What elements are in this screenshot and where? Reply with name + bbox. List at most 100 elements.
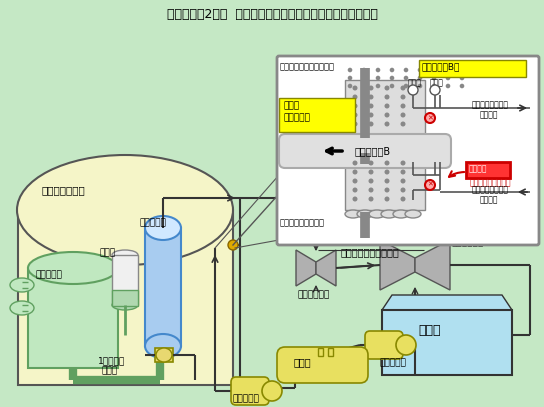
Ellipse shape: [112, 250, 138, 260]
Ellipse shape: [10, 278, 34, 292]
Circle shape: [353, 197, 357, 201]
Bar: [328, 348, 333, 356]
Text: 脱気器: 脱気器: [293, 357, 311, 367]
Bar: [112, 255, 138, 305]
FancyBboxPatch shape: [277, 347, 368, 383]
Text: プレートコイル設置図: プレートコイル設置図: [341, 247, 399, 257]
Circle shape: [385, 122, 390, 127]
Circle shape: [460, 68, 464, 72]
Ellipse shape: [381, 210, 397, 218]
Circle shape: [400, 169, 405, 175]
Circle shape: [368, 112, 374, 118]
Circle shape: [362, 84, 366, 88]
Circle shape: [368, 169, 374, 175]
Ellipse shape: [17, 155, 233, 265]
Text: ✕: ✕: [427, 115, 433, 121]
Circle shape: [353, 188, 357, 193]
Ellipse shape: [393, 210, 409, 218]
FancyBboxPatch shape: [277, 56, 539, 245]
Polygon shape: [316, 250, 336, 286]
Circle shape: [400, 179, 405, 184]
Circle shape: [425, 113, 435, 123]
Text: 原子炉補機冷却水: 原子炉補機冷却水: [472, 100, 509, 109]
Text: （出口）: （出口）: [480, 110, 498, 119]
Ellipse shape: [381, 135, 397, 143]
Circle shape: [404, 68, 409, 72]
Text: 原子炉格納容器: 原子炉格納容器: [42, 185, 86, 195]
Text: ✕: ✕: [427, 182, 433, 188]
Circle shape: [446, 84, 450, 88]
Circle shape: [425, 180, 435, 190]
Bar: [345, 155, 425, 210]
Circle shape: [353, 122, 357, 127]
Circle shape: [385, 169, 390, 175]
Text: 主蒸気管室B内: 主蒸気管室B内: [422, 62, 460, 71]
Circle shape: [385, 94, 390, 99]
Ellipse shape: [28, 252, 118, 284]
FancyBboxPatch shape: [466, 162, 510, 178]
Circle shape: [353, 169, 357, 175]
Ellipse shape: [357, 210, 373, 218]
Ellipse shape: [405, 135, 421, 143]
Bar: [345, 80, 425, 135]
Polygon shape: [382, 295, 512, 310]
Circle shape: [353, 103, 357, 109]
FancyBboxPatch shape: [279, 134, 451, 168]
Circle shape: [408, 85, 418, 95]
Circle shape: [362, 76, 366, 80]
Circle shape: [400, 160, 405, 166]
Ellipse shape: [357, 135, 373, 143]
Ellipse shape: [10, 301, 34, 315]
Circle shape: [353, 160, 357, 166]
Circle shape: [368, 179, 374, 184]
Text: 蒸気発生器: 蒸気発生器: [140, 218, 167, 227]
Ellipse shape: [396, 335, 416, 355]
Text: 外都遮へいコンクリート: 外都遮へいコンクリート: [280, 62, 335, 71]
Text: 原子炉補機冷却水: 原子炉補機冷却水: [472, 185, 509, 194]
Circle shape: [353, 85, 357, 90]
Circle shape: [385, 160, 390, 166]
Ellipse shape: [145, 216, 181, 240]
Text: 加圧器: 加圧器: [100, 248, 116, 257]
FancyBboxPatch shape: [419, 60, 526, 77]
Ellipse shape: [369, 210, 385, 218]
Bar: [112, 290, 138, 306]
Circle shape: [430, 85, 440, 95]
Polygon shape: [296, 250, 316, 286]
Circle shape: [368, 122, 374, 127]
Circle shape: [362, 68, 366, 72]
Circle shape: [390, 84, 394, 88]
Bar: [318, 348, 323, 356]
Circle shape: [460, 76, 464, 80]
Ellipse shape: [145, 334, 181, 358]
Ellipse shape: [345, 210, 361, 218]
Circle shape: [368, 103, 374, 109]
Text: 伊方発電所2号機  主給水配管の原子炉格納容器貫通部概略図: 伊方発電所2号機 主給水配管の原子炉格納容器貫通部概略図: [166, 8, 378, 21]
Circle shape: [368, 160, 374, 166]
Text: 主給水管　B: 主給水管 B: [355, 146, 391, 156]
Circle shape: [385, 103, 390, 109]
Circle shape: [385, 188, 390, 193]
Circle shape: [404, 76, 409, 80]
Circle shape: [385, 85, 390, 90]
Ellipse shape: [262, 381, 282, 401]
Circle shape: [348, 76, 353, 80]
Circle shape: [418, 84, 422, 88]
Bar: [18, 210, 233, 385]
Circle shape: [446, 68, 450, 72]
Polygon shape: [415, 240, 450, 290]
Polygon shape: [380, 240, 415, 290]
Circle shape: [376, 68, 380, 72]
FancyBboxPatch shape: [365, 331, 403, 359]
FancyBboxPatch shape: [231, 377, 269, 405]
Circle shape: [390, 76, 394, 80]
Bar: [28, 268, 118, 368]
Bar: [382, 310, 512, 375]
Ellipse shape: [405, 210, 421, 218]
Circle shape: [353, 94, 357, 99]
Text: 温度計: 温度計: [430, 78, 444, 87]
Circle shape: [400, 112, 405, 118]
Text: 高圧タービン: 高圧タービン: [298, 290, 330, 299]
Circle shape: [228, 240, 238, 250]
Text: 原子炉格納容器鋼板: 原子炉格納容器鋼板: [280, 218, 325, 227]
